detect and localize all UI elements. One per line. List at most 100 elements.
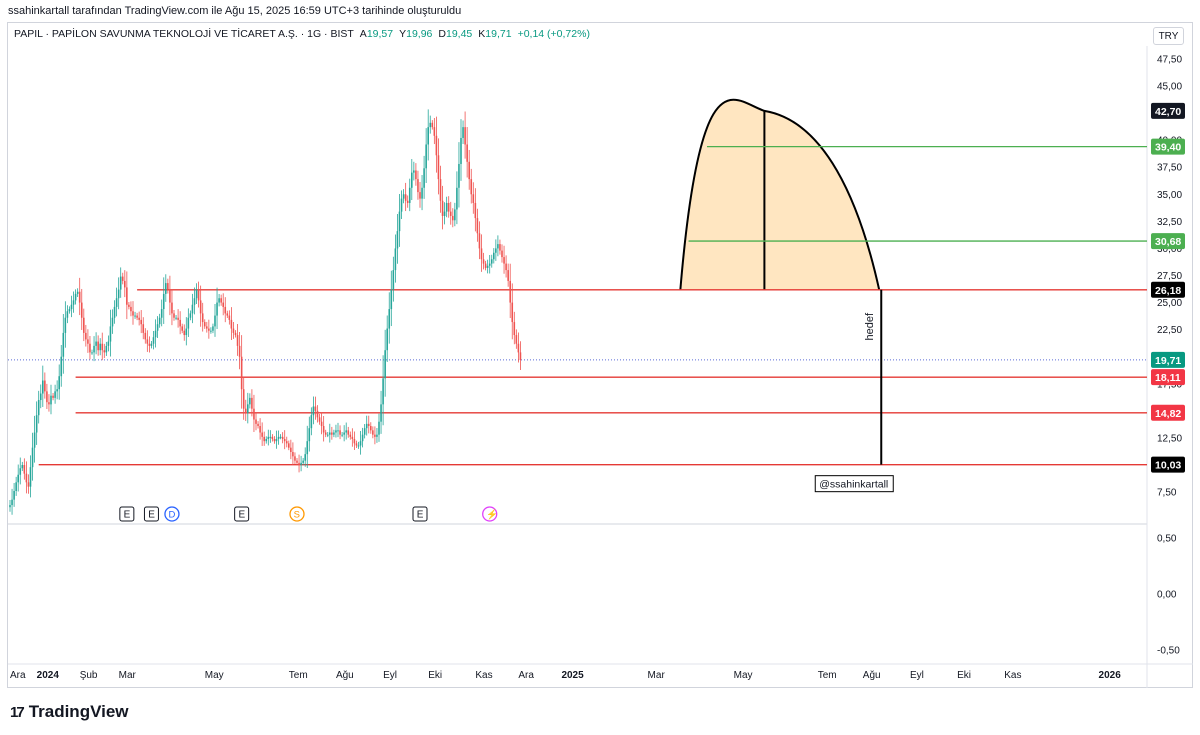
candle-body — [478, 233, 481, 249]
close-value: 19,71 — [485, 28, 512, 40]
candle-body — [429, 122, 432, 128]
candle-body — [382, 378, 384, 405]
candle-body — [117, 289, 120, 299]
level-price-tag: 26,18 — [1155, 285, 1181, 297]
candle-body — [138, 317, 140, 320]
candle-body — [396, 231, 399, 249]
candle-body — [146, 339, 149, 344]
dividend-marker — [164, 506, 180, 522]
candle-body — [249, 397, 251, 405]
time-tick-label: 2026 — [1099, 670, 1122, 681]
candle-body — [29, 467, 32, 487]
candle-body — [177, 317, 179, 320]
candle-body — [408, 187, 411, 203]
candle-body — [460, 137, 462, 164]
time-tick-label: Eyl — [910, 670, 924, 681]
candle-body — [341, 434, 343, 436]
candle-body — [62, 332, 65, 357]
candle-body — [454, 209, 456, 221]
price-tick-label: 22,50 — [1157, 325, 1182, 336]
level-price-tag-bg — [1151, 233, 1185, 250]
candle-body — [417, 179, 419, 193]
candle-body — [361, 434, 364, 442]
candle-body — [509, 280, 511, 303]
candle-body — [103, 350, 106, 353]
candle-body — [390, 289, 393, 310]
candle-body — [472, 194, 475, 203]
candle-body — [277, 436, 280, 440]
brand-name: TradingView — [28, 702, 129, 721]
candle-body — [25, 473, 28, 483]
earnings-marker-label: E — [148, 510, 155, 521]
candle-body — [228, 315, 231, 320]
candle-body — [437, 155, 440, 180]
earnings-marker-label: E — [124, 510, 131, 521]
candle-body — [378, 421, 380, 435]
watermark-tag-text: @ssahinkartall — [819, 479, 888, 491]
candle-body — [150, 343, 153, 346]
candle-body — [423, 168, 425, 188]
candle-body — [83, 317, 85, 333]
symbol-name[interactable]: PAPIL · PAPİLON SAVUNMA TEKNOLOJİ VE TİC… — [14, 28, 354, 40]
candle-body — [244, 408, 247, 414]
candle-body — [136, 315, 138, 318]
candle-body — [439, 179, 442, 201]
tradingview-brand: 17 TradingView — [10, 702, 129, 722]
flash-marker-label: ⚡ — [486, 509, 498, 521]
chart-frame — [7, 22, 1193, 688]
candle-body — [93, 345, 95, 353]
candle-body — [224, 306, 227, 314]
flash-marker — [482, 506, 498, 522]
currency-button[interactable]: TRY — [1153, 27, 1184, 45]
price-tick-label: 45,00 — [1157, 82, 1182, 93]
candle-body — [257, 423, 259, 427]
time-tick-label: Eki — [428, 670, 442, 681]
candle-body — [132, 311, 134, 316]
candle-body — [316, 410, 319, 418]
candle-body — [68, 309, 71, 312]
level-price-tag: 10,03 — [1155, 460, 1181, 472]
candle-body — [37, 400, 40, 416]
level-price-tag: 39,40 — [1155, 142, 1181, 154]
candle-body — [310, 415, 313, 429]
time-tick-label: Kas — [1004, 670, 1021, 681]
candle-body — [273, 439, 276, 442]
candle-body — [308, 428, 311, 442]
candle-body — [398, 211, 401, 232]
candle-body — [488, 263, 491, 266]
candle-body — [480, 248, 483, 260]
marker-price-tag: 42,70 — [1155, 106, 1181, 118]
time-tick-label: 2024 — [37, 670, 60, 681]
candle-body — [261, 432, 263, 437]
candle-body — [507, 270, 509, 281]
indicator-tick-label: 0,50 — [1157, 534, 1177, 545]
candle-body — [152, 337, 155, 344]
candle-body — [279, 436, 282, 438]
time-tick-label: Şub — [80, 670, 98, 681]
candle-body — [374, 434, 376, 437]
candle-body — [470, 179, 473, 195]
candle-body — [124, 280, 126, 288]
candle-body — [31, 447, 34, 468]
candle-body — [386, 328, 388, 351]
candle-body — [13, 490, 15, 500]
candle-body — [189, 313, 192, 318]
candle-body — [247, 404, 249, 414]
candle-body — [70, 304, 73, 310]
candle-body — [169, 289, 171, 303]
split-marker — [289, 506, 305, 522]
candle-body — [269, 436, 272, 438]
candle-body — [156, 324, 159, 331]
high-value: 19,96 — [406, 28, 433, 40]
time-tick-label: 2025 — [561, 670, 584, 681]
candle-body — [388, 309, 391, 329]
candle-body — [144, 332, 147, 340]
candle-body — [392, 270, 395, 290]
candle-body — [292, 452, 294, 457]
candle-body — [101, 343, 104, 351]
candle-body — [74, 293, 77, 301]
level-price-tag-bg — [1151, 281, 1185, 298]
price-tick-label: 47,50 — [1157, 54, 1182, 65]
candle-body — [33, 432, 36, 448]
